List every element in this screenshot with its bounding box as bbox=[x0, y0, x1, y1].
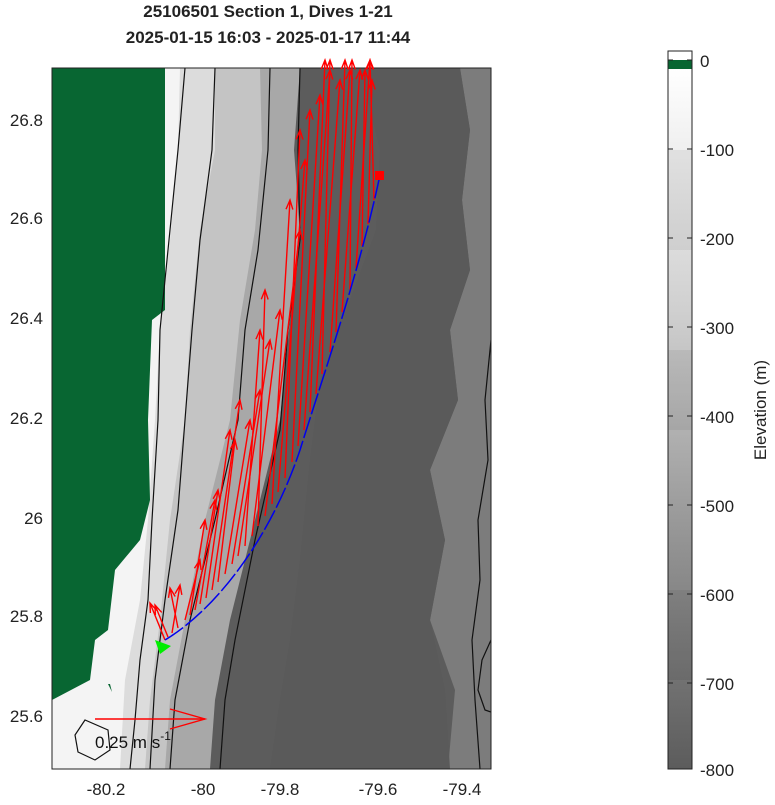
map-frame bbox=[51, 67, 492, 770]
current-vector bbox=[366, 57, 375, 201]
y-tick-label: 25.8 bbox=[10, 607, 43, 626]
current-vector bbox=[321, 57, 334, 375]
colorbar-tick-label: 0 bbox=[700, 52, 709, 71]
scale-arrow: 0.25 m s-1 bbox=[95, 708, 208, 752]
x-tick-label: -80.2 bbox=[87, 780, 126, 799]
y-tick-label: 26.6 bbox=[10, 209, 43, 228]
y-axis: 26.8 26.6 26.4 26.2 26 25.8 25.6 bbox=[10, 111, 43, 726]
colorbar-tick-label: -100 bbox=[700, 141, 734, 160]
scale-arrow-label: 0.25 m s-1 bbox=[95, 729, 171, 752]
x-tick-label: -79.4 bbox=[443, 780, 482, 799]
current-vector bbox=[360, 67, 369, 247]
current-vector bbox=[211, 397, 243, 591]
scale-arrow-superscript: -1 bbox=[160, 729, 171, 743]
bathymetry-layer bbox=[52, 68, 491, 769]
figure-title-line2: 2025-01-15 16:03 - 2025-01-17 11:44 bbox=[126, 28, 411, 47]
current-vector bbox=[154, 603, 169, 638]
map-panel: 0.25 m s-1 26.8 26.6 26.4 26.2 26 25.8 2… bbox=[10, 57, 492, 799]
y-tick-label: 25.6 bbox=[10, 707, 43, 726]
current-vector bbox=[347, 57, 357, 291]
end-marker-square bbox=[375, 171, 384, 180]
colorbar: 0 -100 -200 -300 -400 -500 -600 -700 -80… bbox=[667, 50, 770, 780]
colorbar-land-swatch bbox=[668, 60, 692, 69]
x-tick-label: -80 bbox=[191, 780, 216, 799]
current-vector bbox=[189, 517, 208, 616]
colorbar-tick-label: -200 bbox=[700, 230, 734, 249]
figure-title-line1: 25106501 Section 1, Dives 1-21 bbox=[143, 2, 393, 21]
current-vector bbox=[217, 437, 238, 583]
colorbar-tick-label: -600 bbox=[700, 586, 734, 605]
current-vector bbox=[297, 92, 324, 447]
current-vector bbox=[284, 127, 304, 479]
current-vector bbox=[199, 487, 221, 605]
colorbar-label: Elevation (m) bbox=[751, 360, 770, 460]
x-axis: -80.2 -80 -79.8 -79.6 -79.4 bbox=[87, 780, 482, 799]
glider-track bbox=[164, 174, 381, 641]
y-tick-label: 26.8 bbox=[10, 111, 43, 130]
x-tick-label: -79.6 bbox=[359, 780, 398, 799]
colorbar-ticks bbox=[668, 59, 692, 684]
current-vector bbox=[315, 77, 344, 395]
current-vector bbox=[291, 107, 314, 463]
y-tick-label: 26.2 bbox=[10, 409, 43, 428]
colorbar-tick-label: -500 bbox=[700, 497, 734, 516]
colorbar-gradient bbox=[668, 69, 692, 769]
x-tick-label: -79.8 bbox=[261, 780, 300, 799]
start-marker-triangle bbox=[155, 640, 171, 654]
y-tick-label: 26.4 bbox=[10, 309, 43, 328]
colorbar-tick-label: -700 bbox=[700, 675, 734, 694]
current-vector bbox=[251, 307, 283, 537]
current-vector bbox=[271, 197, 294, 505]
scale-arrow-value: 0.25 m s bbox=[95, 733, 160, 752]
y-tick-label: 26 bbox=[24, 509, 43, 528]
current-vector bbox=[224, 417, 253, 575]
current-vector bbox=[194, 497, 218, 611]
current-vector bbox=[205, 427, 233, 599]
current-vector bbox=[244, 327, 264, 547]
depth-averaged-currents bbox=[149, 57, 376, 641]
current-vector bbox=[171, 582, 183, 634]
current-vector bbox=[257, 287, 269, 527]
colorbar-tick-label: -400 bbox=[700, 408, 734, 427]
colorbar-frame bbox=[667, 50, 693, 770]
current-vector bbox=[335, 57, 349, 333]
colorbar-tick-label: -300 bbox=[700, 319, 734, 338]
land-florida bbox=[52, 68, 165, 700]
depth-contours bbox=[74, 68, 491, 769]
colorbar-tick-label: -800 bbox=[700, 761, 734, 780]
current-vector bbox=[237, 337, 273, 557]
current-vector bbox=[167, 585, 179, 629]
